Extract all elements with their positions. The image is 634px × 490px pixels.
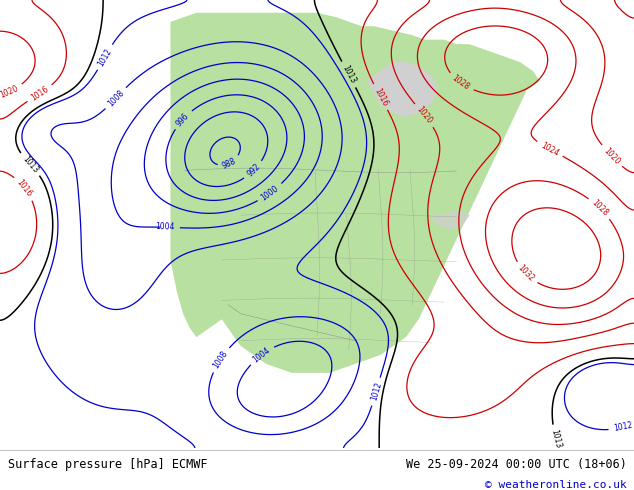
Text: 1013: 1013 (20, 154, 40, 174)
Polygon shape (368, 63, 437, 117)
Text: 1020: 1020 (0, 84, 20, 100)
Text: 1020: 1020 (602, 146, 622, 166)
Text: 1013: 1013 (550, 428, 563, 449)
Text: 1032: 1032 (516, 264, 536, 284)
Text: 1008: 1008 (212, 349, 230, 370)
Text: 1013: 1013 (340, 64, 357, 85)
Text: 1012: 1012 (96, 47, 113, 68)
Polygon shape (431, 211, 469, 229)
Text: 1012: 1012 (612, 421, 633, 433)
Text: 992: 992 (245, 162, 262, 179)
Text: 1028: 1028 (590, 198, 610, 218)
Text: 1008: 1008 (106, 88, 126, 108)
Text: 1012: 1012 (369, 381, 383, 402)
Text: 1028: 1028 (451, 74, 471, 92)
Text: © weatheronline.co.uk: © weatheronline.co.uk (484, 480, 626, 490)
Text: 1020: 1020 (415, 105, 434, 126)
Text: 1024: 1024 (539, 141, 560, 158)
Polygon shape (171, 13, 539, 372)
Text: 1016: 1016 (372, 86, 389, 108)
Text: Surface pressure [hPa] ECMWF: Surface pressure [hPa] ECMWF (8, 458, 207, 471)
Text: 1016: 1016 (15, 178, 34, 198)
Text: 996: 996 (174, 111, 191, 128)
Text: 988: 988 (221, 156, 238, 171)
Text: 1000: 1000 (259, 184, 281, 202)
Text: 1016: 1016 (29, 84, 50, 102)
Text: 1004: 1004 (155, 222, 175, 232)
Text: We 25-09-2024 00:00 UTC (18+06): We 25-09-2024 00:00 UTC (18+06) (406, 458, 626, 471)
Text: 1004: 1004 (251, 345, 272, 365)
